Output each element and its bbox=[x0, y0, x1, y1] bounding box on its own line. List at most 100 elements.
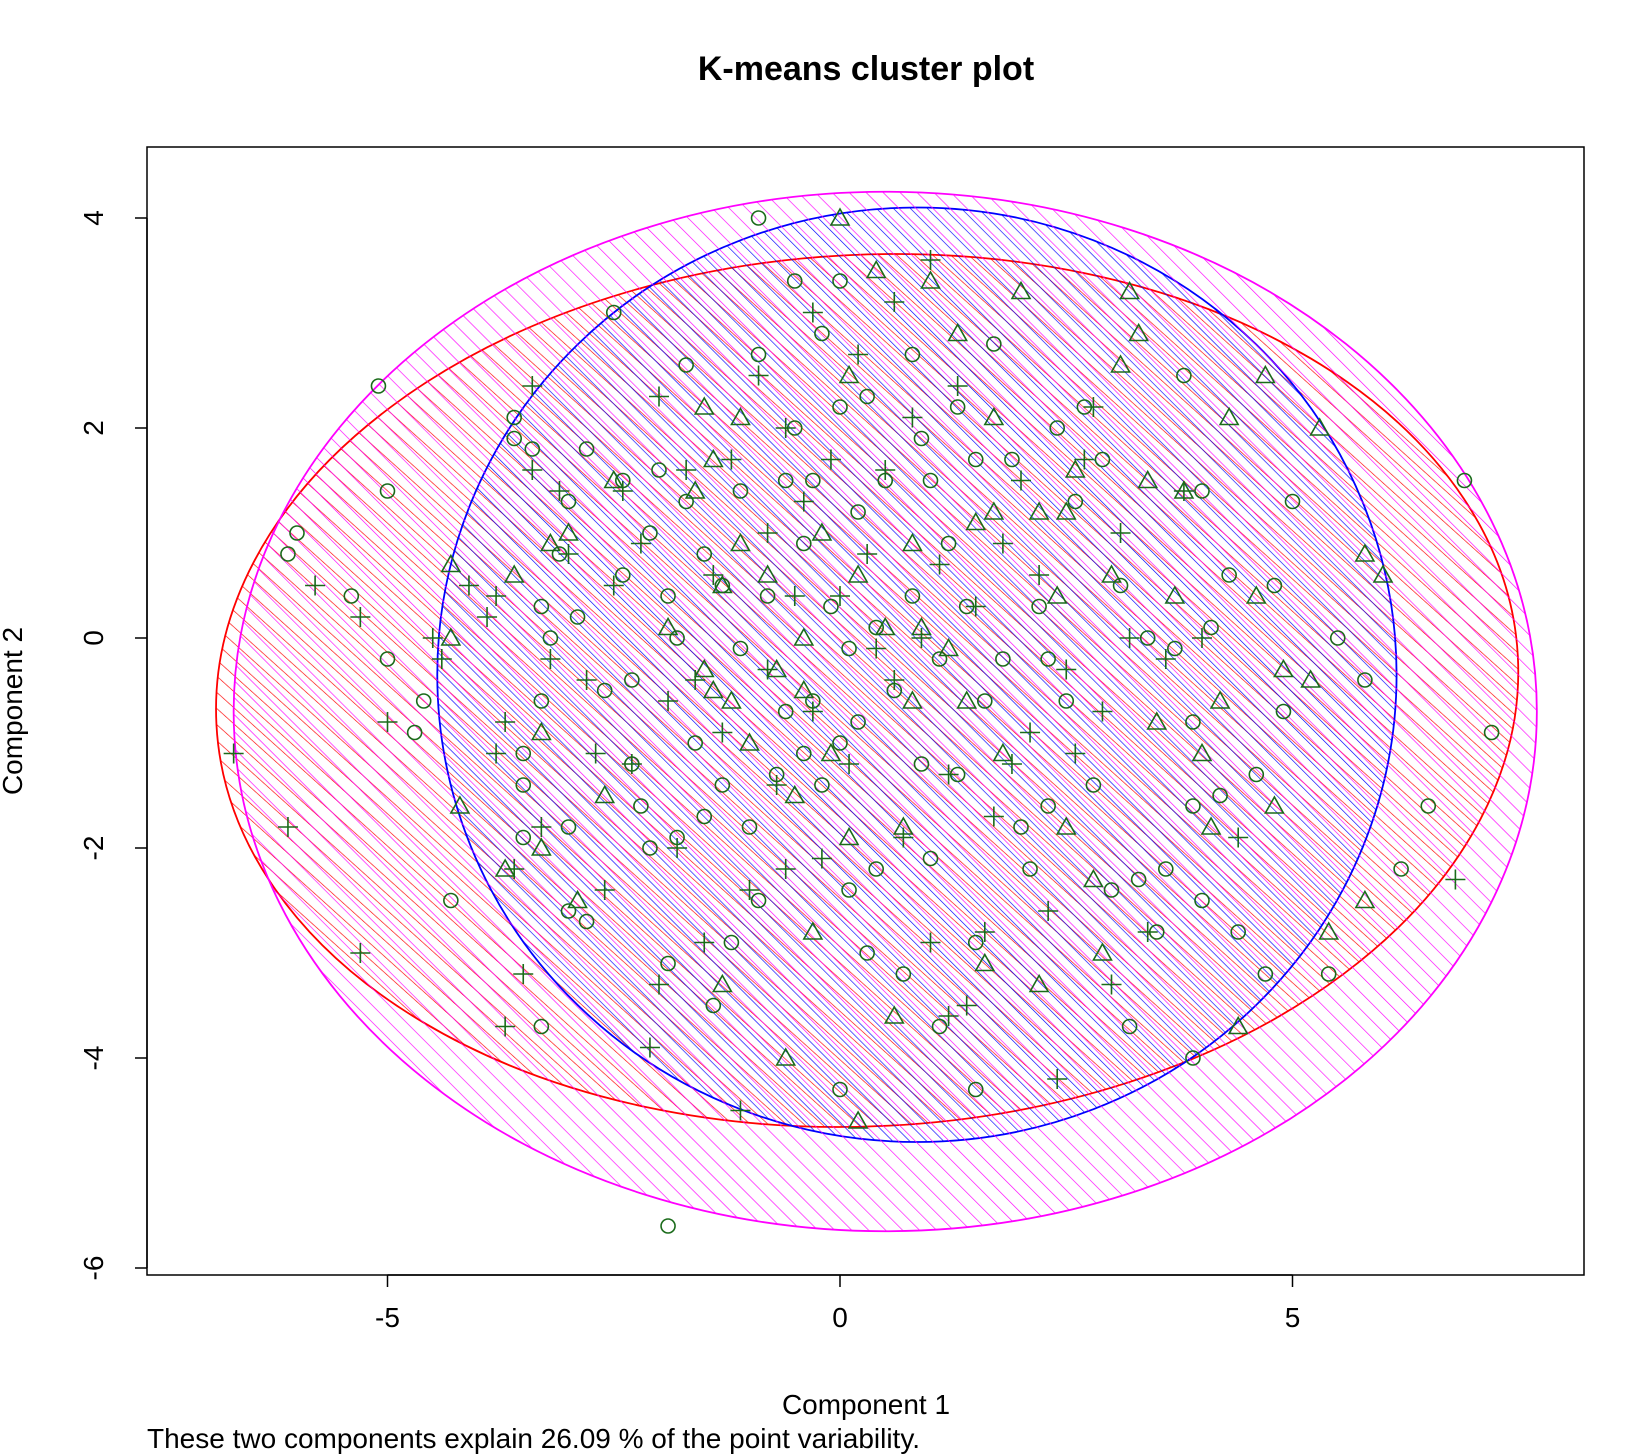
point-triangle bbox=[1227, 1015, 1249, 1035]
y-tick-label: -6 bbox=[78, 1256, 109, 1281]
point-triangle bbox=[1264, 795, 1285, 814]
y-axis: -6 -4 -2 0 2 4 bbox=[78, 210, 148, 1281]
point-circle bbox=[678, 357, 694, 373]
point-circle bbox=[624, 672, 640, 688]
point-plus bbox=[1065, 743, 1086, 764]
point-circle bbox=[678, 493, 694, 510]
point-circle bbox=[741, 819, 758, 835]
point-plus bbox=[839, 754, 860, 774]
point-plus bbox=[757, 659, 778, 680]
point-circle bbox=[1031, 598, 1047, 615]
point-circle bbox=[1212, 787, 1228, 804]
point-plus bbox=[504, 859, 525, 879]
point-circle bbox=[1085, 777, 1102, 793]
point-circle bbox=[1013, 819, 1029, 835]
point-plus bbox=[1137, 922, 1158, 942]
point-plus bbox=[965, 596, 986, 617]
point-plus bbox=[1119, 628, 1140, 648]
point-plus bbox=[431, 649, 452, 669]
point-triangle bbox=[702, 679, 724, 699]
point-circle bbox=[1067, 493, 1084, 510]
point-plus bbox=[658, 691, 679, 711]
point-plus bbox=[1092, 701, 1113, 722]
point-circle bbox=[660, 955, 676, 972]
point-triangle bbox=[847, 564, 869, 583]
point-circle bbox=[859, 388, 875, 405]
point-circle bbox=[1158, 861, 1174, 877]
point-circle bbox=[642, 525, 658, 541]
point-plus bbox=[802, 701, 823, 722]
point-plus bbox=[920, 250, 941, 270]
cluster-ellipses bbox=[215, 190, 1538, 1233]
point-circle bbox=[805, 472, 821, 489]
point-triangle bbox=[820, 742, 842, 762]
point-triangle bbox=[947, 322, 969, 342]
point-circle bbox=[415, 693, 432, 709]
point-circle bbox=[1248, 766, 1265, 783]
point-triangle bbox=[865, 259, 887, 279]
point-triangle bbox=[440, 553, 462, 573]
point-circle bbox=[1483, 724, 1500, 741]
point-triangle bbox=[974, 952, 996, 972]
point-triangle bbox=[1164, 585, 1186, 604]
point-plus bbox=[676, 460, 697, 480]
point-plus bbox=[277, 817, 298, 837]
point-plus bbox=[730, 1100, 751, 1121]
point-circle bbox=[732, 483, 749, 499]
point-circle bbox=[1185, 714, 1201, 730]
point-plus bbox=[1011, 470, 1031, 491]
point-circle bbox=[289, 525, 305, 541]
point-circle bbox=[1456, 472, 1473, 489]
point-plus bbox=[793, 491, 814, 512]
point-triangle bbox=[1064, 459, 1086, 478]
point-circle bbox=[795, 745, 812, 762]
point-circle bbox=[1185, 798, 1201, 814]
point-triangle bbox=[1191, 742, 1213, 762]
point-plus bbox=[1228, 827, 1249, 848]
point-triangle bbox=[503, 564, 525, 583]
point-triangle bbox=[1300, 669, 1321, 688]
point-plus bbox=[540, 649, 561, 669]
point-circle bbox=[841, 640, 857, 657]
point-circle bbox=[1022, 861, 1038, 877]
point-circle bbox=[633, 798, 649, 814]
point-triangle bbox=[1028, 501, 1050, 520]
point-triangle bbox=[1146, 711, 1168, 730]
variability-caption: These two components explain 26.09 % of … bbox=[147, 1423, 920, 1454]
point-triangle bbox=[793, 627, 815, 646]
point-plus bbox=[857, 544, 878, 564]
point-plus bbox=[983, 806, 1004, 827]
point-triangle bbox=[811, 522, 833, 541]
point-triangle bbox=[1273, 658, 1294, 678]
point-circle bbox=[868, 861, 885, 877]
point-circle bbox=[660, 1218, 676, 1234]
point-circle bbox=[995, 651, 1011, 667]
point-plus bbox=[422, 628, 443, 648]
point-plus bbox=[902, 407, 923, 428]
point-triangle bbox=[594, 784, 616, 804]
point-circle bbox=[280, 546, 296, 562]
point-circle bbox=[1203, 619, 1219, 636]
point-triangle bbox=[540, 532, 561, 552]
point-plus bbox=[775, 859, 796, 879]
point-circle bbox=[1257, 966, 1274, 982]
point-circle bbox=[1357, 672, 1373, 688]
point-circle bbox=[967, 1081, 984, 1098]
point-triangle bbox=[920, 270, 941, 289]
point-plus bbox=[522, 460, 543, 480]
point-circle bbox=[986, 336, 1002, 352]
point-triangle bbox=[1218, 406, 1240, 426]
point-circle bbox=[560, 819, 577, 835]
point-circle bbox=[931, 651, 948, 667]
point-triangle bbox=[983, 406, 1005, 426]
point-circle bbox=[1121, 1018, 1138, 1035]
point-circle bbox=[1230, 924, 1246, 940]
point-triangle bbox=[1245, 585, 1267, 604]
point-circle bbox=[832, 1081, 848, 1098]
point-plus bbox=[1056, 659, 1077, 680]
point-circle bbox=[1040, 651, 1056, 667]
point-circle bbox=[967, 934, 984, 951]
point-triangle bbox=[1055, 501, 1077, 520]
point-plus bbox=[630, 533, 651, 554]
